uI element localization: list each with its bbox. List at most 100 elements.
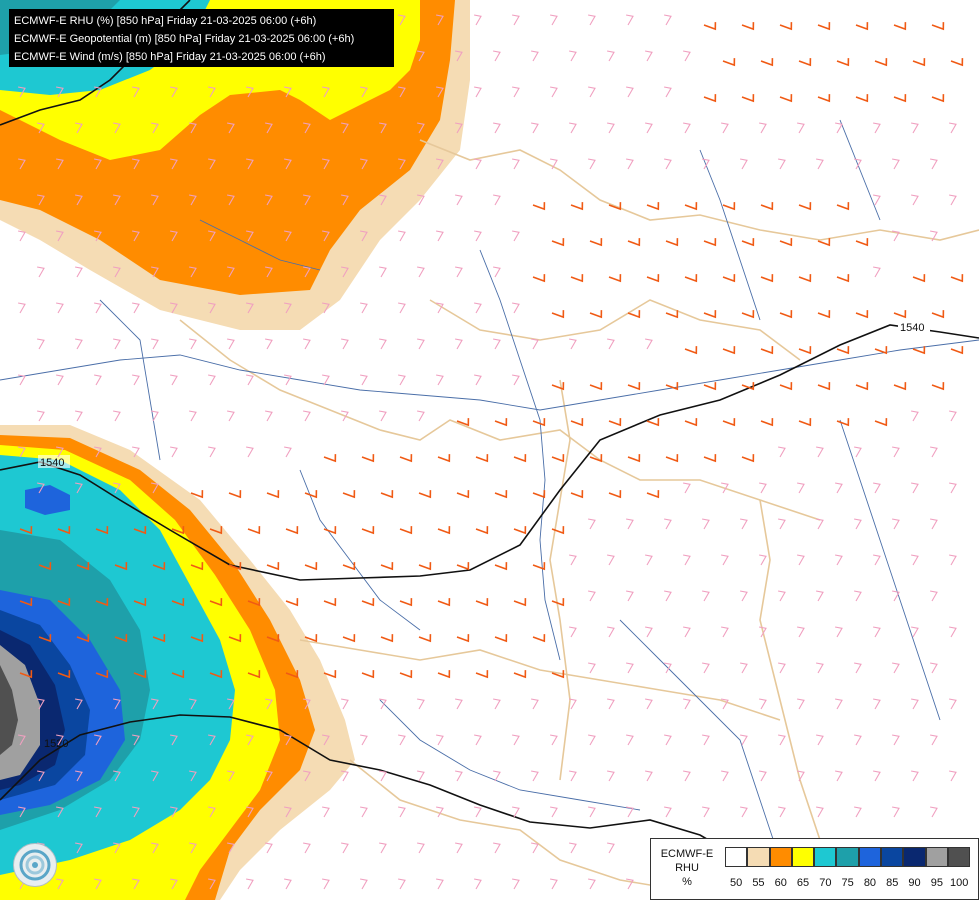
wind-barb bbox=[397, 230, 406, 242]
wind-barb bbox=[777, 662, 786, 674]
wind-barb bbox=[532, 634, 546, 643]
wind-barb bbox=[169, 446, 178, 458]
wind-barb bbox=[378, 266, 387, 278]
wind-barb bbox=[473, 158, 482, 170]
wind-barb bbox=[397, 14, 406, 26]
wind-barb bbox=[131, 806, 140, 818]
wind-barb bbox=[169, 734, 178, 746]
wind-barb bbox=[435, 878, 444, 890]
wind-barb bbox=[473, 734, 482, 746]
wind-barb bbox=[456, 634, 470, 643]
wind-barb bbox=[589, 238, 603, 247]
wind-barb bbox=[264, 122, 273, 134]
wind-barb bbox=[798, 418, 812, 427]
wind-barb bbox=[872, 770, 881, 782]
wind-barb bbox=[893, 310, 907, 319]
wind-barb bbox=[321, 806, 330, 818]
wind-barb bbox=[397, 878, 406, 890]
wind-barb bbox=[74, 194, 83, 206]
wind-barb bbox=[36, 482, 45, 494]
wind-barb bbox=[247, 598, 261, 607]
wind-barb bbox=[836, 346, 850, 355]
wind-barb bbox=[435, 86, 444, 98]
wind-barb bbox=[798, 202, 812, 211]
wind-barb bbox=[380, 562, 394, 571]
wind-barb bbox=[323, 598, 337, 607]
weather-service-logo-icon bbox=[13, 843, 57, 887]
wind-barb bbox=[302, 698, 311, 710]
wind-barb bbox=[608, 202, 622, 211]
wind-barb bbox=[475, 454, 489, 463]
wind-barb bbox=[912, 346, 926, 355]
wind-barb bbox=[378, 842, 387, 854]
wind-barb bbox=[416, 410, 425, 422]
wind-barb bbox=[55, 302, 64, 314]
wind-barb bbox=[150, 842, 159, 854]
wind-barb bbox=[340, 410, 349, 422]
wind-barb bbox=[93, 230, 102, 242]
wind-barb bbox=[169, 230, 178, 242]
wind-barb bbox=[739, 734, 748, 746]
wind-barb bbox=[475, 670, 489, 679]
wind-barb bbox=[644, 338, 653, 350]
wind-barb bbox=[931, 22, 945, 31]
wind-barb bbox=[549, 734, 558, 746]
wind-barb bbox=[760, 346, 774, 355]
wind-barb bbox=[551, 238, 565, 247]
wind-barb bbox=[247, 526, 261, 535]
wind-barb bbox=[188, 698, 197, 710]
wind-barb bbox=[948, 698, 957, 710]
wind-barb bbox=[245, 158, 254, 170]
wind-barb bbox=[644, 626, 653, 638]
wind-barb bbox=[929, 734, 938, 746]
wind-barb bbox=[361, 670, 375, 679]
wind-barb bbox=[684, 346, 698, 355]
wind-barb bbox=[644, 770, 653, 782]
wind-barb bbox=[910, 194, 919, 206]
wind-barb bbox=[777, 446, 786, 458]
wind-barb bbox=[207, 878, 216, 890]
wind-barb bbox=[437, 454, 451, 463]
wind-barb bbox=[796, 770, 805, 782]
wind-barb bbox=[264, 266, 273, 278]
wind-barb bbox=[701, 662, 710, 674]
wind-barb bbox=[397, 734, 406, 746]
wind-barb bbox=[796, 626, 805, 638]
wind-barb bbox=[74, 770, 83, 782]
wind-barb bbox=[492, 194, 501, 206]
legend-tick: 50 bbox=[730, 877, 743, 889]
wind-barb bbox=[264, 194, 273, 206]
wind-barb bbox=[17, 230, 26, 242]
wind-barb bbox=[663, 662, 672, 674]
wind-barb bbox=[511, 158, 520, 170]
rivers bbox=[0, 119, 979, 861]
wind-barb bbox=[112, 410, 121, 422]
wind-barb bbox=[893, 94, 907, 103]
wind-barb bbox=[530, 338, 539, 350]
wind-barb bbox=[359, 86, 368, 98]
wind-barb bbox=[114, 634, 128, 643]
wind-barb bbox=[95, 526, 109, 535]
wind-barb bbox=[359, 734, 368, 746]
wind-barb bbox=[587, 158, 596, 170]
wind-barb bbox=[283, 734, 292, 746]
wind-barb bbox=[494, 418, 508, 427]
wind-barb bbox=[530, 698, 539, 710]
wind-barb bbox=[815, 446, 824, 458]
wind-barb bbox=[587, 806, 596, 818]
wind-barb bbox=[703, 94, 717, 103]
wind-barb bbox=[646, 490, 660, 499]
wind-barb bbox=[340, 266, 349, 278]
wind-barb bbox=[570, 274, 584, 283]
wind-barb bbox=[779, 238, 793, 247]
wind-barb bbox=[815, 518, 824, 530]
wind-barb bbox=[131, 734, 140, 746]
wind-barb bbox=[207, 158, 216, 170]
wind-barb bbox=[758, 122, 767, 134]
wind-barb bbox=[454, 770, 463, 782]
wind-barb bbox=[473, 302, 482, 314]
wind-barb bbox=[549, 158, 558, 170]
wind-barb bbox=[55, 806, 64, 818]
wind-barb bbox=[150, 194, 159, 206]
wind-barb bbox=[665, 310, 679, 319]
